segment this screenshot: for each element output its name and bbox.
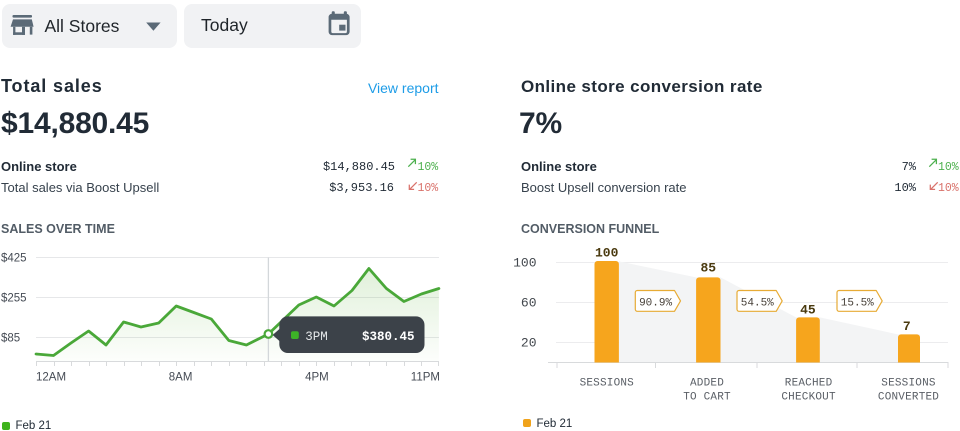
svg-text:12AM: 12AM (36, 372, 66, 384)
svg-text:11PM: 11PM (411, 372, 440, 384)
svg-text:SESSIONS: SESSIONS (881, 378, 936, 390)
svg-text:REACHED: REACHED (785, 378, 833, 390)
svg-text:7: 7 (903, 319, 911, 334)
svg-text:$425: $425 (1, 253, 27, 265)
svg-text:54.5%: 54.5% (741, 298, 774, 310)
svg-text:CHECKOUT: CHECKOUT (781, 392, 836, 404)
svg-text:60: 60 (521, 296, 537, 311)
svg-text:SESSIONS: SESSIONS (580, 378, 635, 390)
svg-text:$380.45: $380.45 (362, 330, 415, 344)
svg-text:3PM: 3PM (305, 330, 328, 344)
svg-text:100: 100 (513, 256, 536, 271)
svg-text:100: 100 (595, 245, 619, 260)
svg-text:20: 20 (521, 336, 537, 351)
svg-text:85: 85 (700, 261, 716, 276)
svg-text:90.9%: 90.9% (639, 298, 672, 310)
svg-text:$85: $85 (1, 333, 20, 345)
svg-text:15.5%: 15.5% (841, 298, 874, 310)
svg-text:4PM: 4PM (305, 372, 329, 384)
svg-text:ADDED: ADDED (690, 378, 724, 390)
svg-text:CONVERTED: CONVERTED (878, 392, 939, 404)
svg-text:$255: $255 (1, 293, 27, 305)
svg-text:45: 45 (800, 303, 816, 318)
svg-text:8AM: 8AM (169, 372, 193, 384)
svg-text:TO CART: TO CART (683, 392, 731, 404)
